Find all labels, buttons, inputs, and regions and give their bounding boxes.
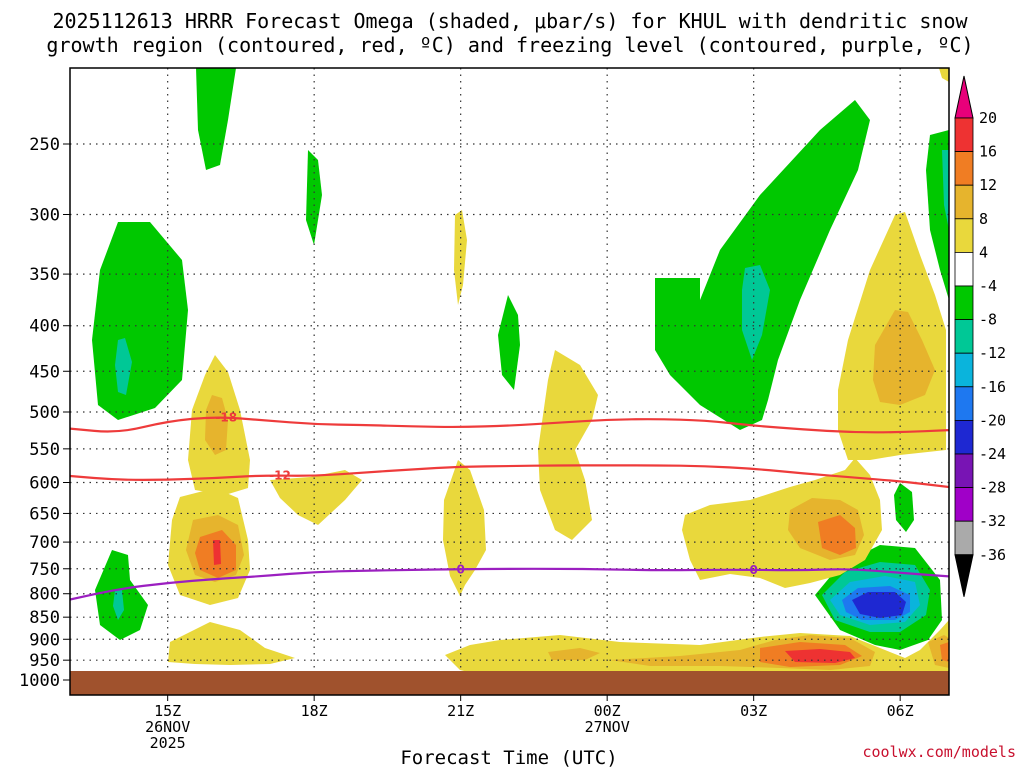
colorbar-swatch <box>954 352 974 388</box>
colorbar-level-label: -4 <box>979 277 997 295</box>
x-axis-label: Forecast Time (UTC) <box>400 747 617 768</box>
omega-region <box>306 150 322 245</box>
y-tick-label: 350 <box>29 265 60 285</box>
omega-region <box>873 310 935 405</box>
omega-region <box>742 265 770 360</box>
x-tick-label: 26NOV <box>145 718 190 736</box>
colorbar: 20 16 12 8 4 -4 -8 -12 -16 -20 -24 -28 -32 -36 <box>954 75 1006 597</box>
colorbar-swatch <box>954 419 974 455</box>
omega-region <box>196 68 236 170</box>
omega-region <box>548 648 600 660</box>
contour-label: 0 <box>456 562 464 576</box>
omega-region <box>938 68 949 82</box>
colorbar-swatch <box>954 453 974 488</box>
colorbar-top-arrow <box>954 75 974 119</box>
contour-lines: -18 -12 0 0 <box>70 410 949 601</box>
omega-region <box>785 649 855 663</box>
x-tick-label: 00Z <box>594 702 621 720</box>
omega-region <box>538 350 598 540</box>
y-tick-label: 900 <box>29 630 60 650</box>
colorbar-level-label: -16 <box>979 378 1006 396</box>
colorbar-swatch <box>954 285 974 320</box>
y-axis: 2503003504004505005506006507007508008509… <box>19 135 70 691</box>
y-tick-label: 650 <box>29 504 60 524</box>
colorbar-swatch <box>954 386 974 421</box>
y-tick-label: 700 <box>29 533 60 553</box>
omega-region <box>168 622 295 665</box>
colorbar-swatch <box>954 117 974 152</box>
colorbar-swatch <box>954 151 974 186</box>
omega-region <box>205 395 228 455</box>
y-tick-label: 300 <box>29 205 60 225</box>
colorbar-bottom-arrow <box>954 554 974 597</box>
y-tick-label: 750 <box>29 560 60 580</box>
x-tick-label: 27NOV <box>585 718 630 736</box>
colorbar-level-label: -36 <box>979 546 1006 564</box>
colorbar-level-label: -20 <box>979 411 1006 429</box>
colorbar-level-label: -28 <box>979 479 1006 497</box>
y-tick-label: 550 <box>29 440 60 460</box>
colorbar-swatch <box>954 520 974 556</box>
colorbar-swatch <box>954 487 974 522</box>
omega-region <box>894 483 914 532</box>
colorbar-level-label: 12 <box>979 176 997 194</box>
omega-region <box>942 150 949 230</box>
colorbar-level-label: 8 <box>979 210 988 228</box>
y-tick-label: 800 <box>29 585 60 605</box>
omega-region <box>443 460 486 596</box>
plot-frame <box>69 67 950 696</box>
contour-label: 0 <box>749 563 757 577</box>
contour-freezing-level <box>70 567 949 601</box>
chart-title-line1: 2025112613 HRRR Forecast Omega (shaded, … <box>52 9 968 33</box>
omega-region <box>655 100 870 430</box>
omega-region <box>818 515 856 555</box>
y-tick-label: 500 <box>29 403 60 423</box>
x-tick-label: 18Z <box>301 702 328 720</box>
y-tick-label: 850 <box>29 608 60 628</box>
omega-shading <box>92 68 949 682</box>
y-tick-label: 600 <box>29 473 60 493</box>
x-tick-label: 15Z <box>154 702 181 720</box>
y-tick-label: 400 <box>29 317 60 337</box>
contour-dgz-upper <box>70 416 949 434</box>
colorbar-swatch <box>954 218 974 253</box>
omega-region <box>113 590 124 620</box>
chart-title-line2: growth region (contoured, red, ºC) and f… <box>46 33 973 57</box>
colorbar-level-label: -32 <box>979 512 1006 530</box>
contour-label: -18 <box>215 410 237 424</box>
x-tick-label: 21Z <box>447 702 474 720</box>
contour-label: -12 <box>269 469 291 483</box>
credit-link[interactable]: coolwx.com/models <box>862 743 1016 761</box>
ground-terrain <box>70 671 949 695</box>
y-tick-label: 250 <box>29 135 60 155</box>
omega-region <box>498 295 520 390</box>
y-tick-label: 1000 <box>19 671 60 691</box>
y-tick-label: 450 <box>29 362 60 382</box>
colorbar-level-label: -12 <box>979 344 1006 362</box>
colorbar-level-label: 4 <box>979 243 988 261</box>
omega-region <box>270 470 362 525</box>
contour-dgz-lower <box>70 464 949 489</box>
colorbar-level-label: -24 <box>979 445 1006 463</box>
colorbar-level-label: 16 <box>979 143 997 161</box>
omega-region <box>940 642 949 662</box>
omega-region <box>115 338 132 395</box>
y-tick-label: 950 <box>29 651 60 671</box>
omega-region <box>213 540 221 565</box>
x-tick-label: 03Z <box>740 702 767 720</box>
omega-region <box>852 592 906 618</box>
x-tick-label: 2025 <box>150 734 186 752</box>
grid-lines <box>70 68 949 695</box>
colorbar-level-label: -8 <box>979 311 997 329</box>
colorbar-swatch <box>954 184 974 220</box>
colorbar-level-label: 20 <box>979 109 997 127</box>
colorbar-swatch <box>954 251 974 287</box>
x-tick-label: 06Z <box>887 702 914 720</box>
colorbar-swatch <box>954 319 974 354</box>
